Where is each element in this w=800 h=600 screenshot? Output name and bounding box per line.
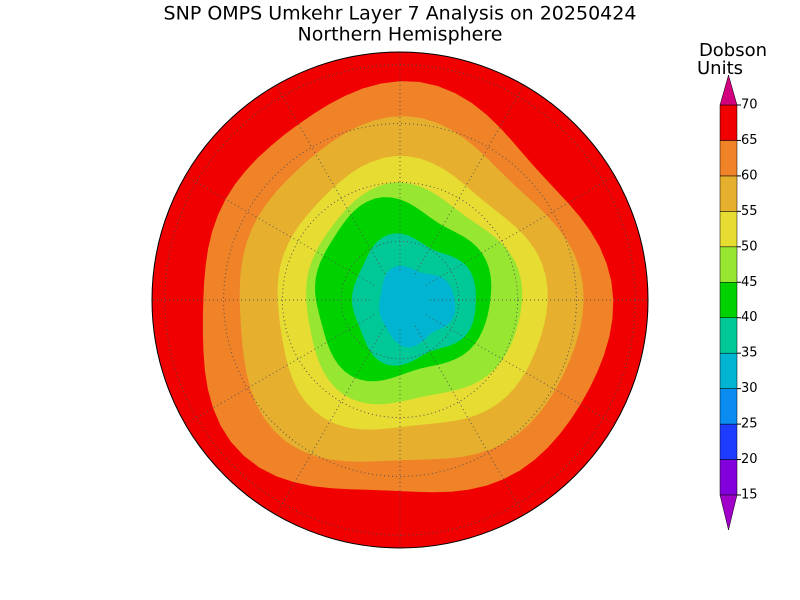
colorbar-tick-label: 20 bbox=[741, 452, 758, 467]
meridian-line bbox=[414, 325, 525, 516]
colorbar-above bbox=[719, 74, 738, 106]
colorbar-tick-label: 60 bbox=[741, 168, 758, 183]
colorbar-segment bbox=[719, 211, 738, 248]
latitude-line bbox=[281, 181, 519, 419]
colorbar-tick-label: 65 bbox=[741, 133, 758, 148]
meridian-line bbox=[425, 175, 616, 286]
colorbar-tick-label: 30 bbox=[741, 381, 758, 396]
colorbar-segment bbox=[719, 352, 738, 389]
map bbox=[151, 51, 649, 549]
colorbar-segment bbox=[719, 175, 738, 212]
colorbar-segment bbox=[719, 104, 738, 141]
meridian-line bbox=[275, 325, 386, 516]
colorbar-below bbox=[719, 494, 738, 531]
colorbar-tick-label: 50 bbox=[741, 239, 758, 254]
map-border bbox=[151, 51, 649, 549]
colorbar-segment bbox=[719, 140, 738, 177]
colorbar-tick-label: 35 bbox=[741, 346, 758, 361]
meridian-line bbox=[425, 314, 616, 425]
colorbar-segment bbox=[719, 246, 738, 283]
colorbar-segment bbox=[719, 459, 738, 496]
latitude-line bbox=[164, 64, 636, 536]
meridian-line bbox=[184, 314, 375, 425]
colorbar-segment bbox=[719, 388, 738, 425]
meridian-line bbox=[184, 175, 375, 286]
colorbar-tick-label: 45 bbox=[741, 275, 758, 290]
colorbar-segment bbox=[719, 282, 738, 318]
colorbar-segment bbox=[719, 317, 738, 354]
colorbar-tick-label: 55 bbox=[741, 204, 758, 219]
title: SNP OMPS Umkehr Layer 7 Analysis on 2025… bbox=[164, 3, 637, 25]
colorbar-tick-label: 70 bbox=[741, 98, 758, 113]
subtitle: Northern Hemisphere bbox=[298, 24, 503, 46]
colorbar-label: Dobson bbox=[699, 40, 767, 61]
contour-band bbox=[379, 265, 456, 348]
colorbar-tick-label: 40 bbox=[741, 310, 758, 325]
colorbar-tick-label: 25 bbox=[741, 417, 758, 432]
colorbar: 15 20 25 30 35 40 45 50 55 60 65 70 bbox=[719, 74, 758, 531]
meridian-line bbox=[275, 84, 386, 275]
colorbar-tick-label: 15 bbox=[741, 488, 758, 503]
latitude-line bbox=[223, 123, 577, 477]
meridian-line bbox=[414, 84, 525, 275]
colorbar-label: Units bbox=[697, 58, 743, 79]
colorbar-segment bbox=[719, 423, 738, 460]
